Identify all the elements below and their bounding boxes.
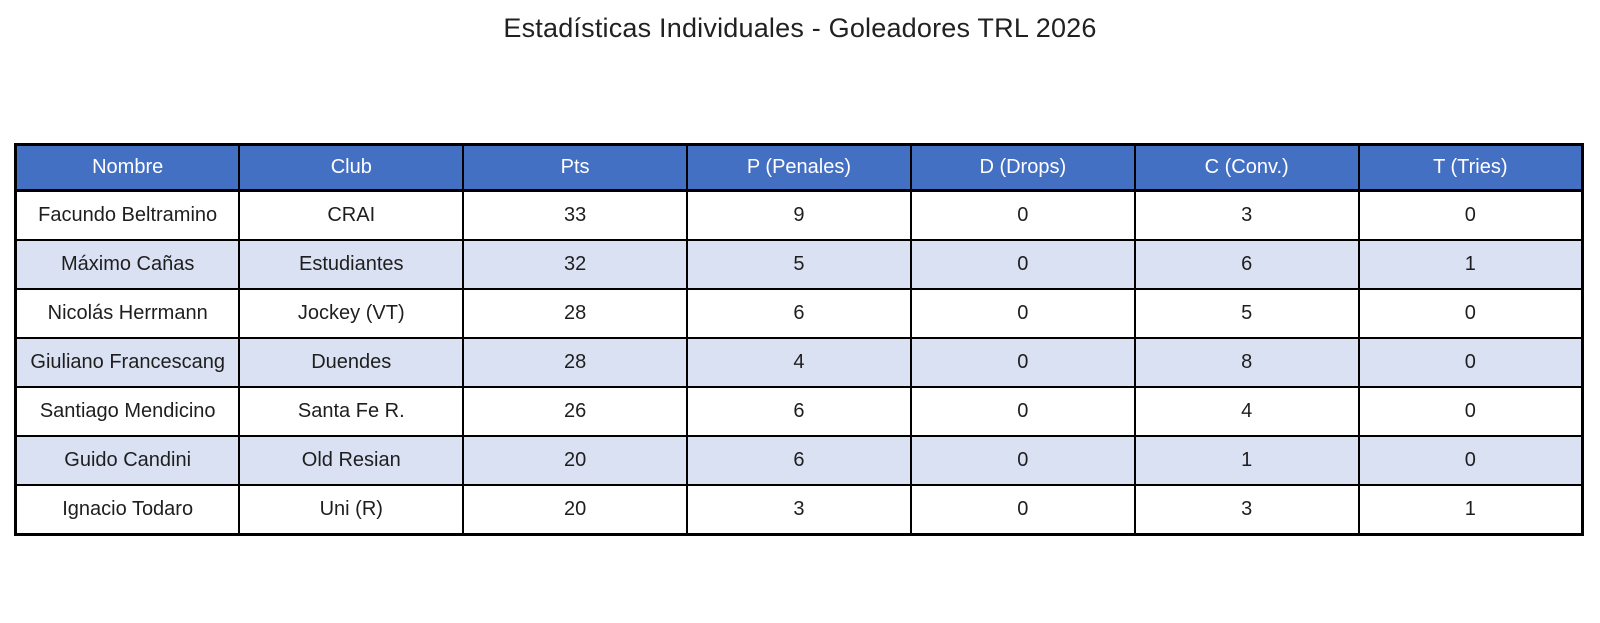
cell-conv: 4 xyxy=(1133,386,1360,437)
cell-conv: 1 xyxy=(1133,435,1360,486)
cell-club: Uni (R) xyxy=(238,484,465,536)
cell-club: CRAI xyxy=(238,189,465,241)
cell-club: Jockey (VT) xyxy=(238,288,465,339)
cell-tries: 0 xyxy=(1357,337,1584,388)
cell-nombre: Ignacio Todaro xyxy=(14,484,241,536)
cell-penales: 4 xyxy=(686,337,912,388)
cell-conv: 5 xyxy=(1133,288,1360,339)
header-cell-tries: T (Tries) xyxy=(1357,143,1584,192)
cell-conv: 8 xyxy=(1133,337,1360,388)
cell-tries: 1 xyxy=(1357,484,1584,536)
cell-pts: 28 xyxy=(462,288,689,339)
cell-pts: 20 xyxy=(462,484,689,536)
cell-drops: 0 xyxy=(909,288,1136,339)
header-cell-nombre: Nombre xyxy=(14,143,241,192)
cell-pts: 26 xyxy=(462,386,689,437)
cell-club: Estudiantes xyxy=(238,239,465,290)
cell-tries: 0 xyxy=(1357,435,1584,486)
cell-penales: 6 xyxy=(686,435,912,486)
cell-nombre: Santiago Mendicino xyxy=(14,386,241,437)
cell-nombre: Nicolás Herrmann xyxy=(14,288,241,339)
table-row: Guido Candini Old Resian 20 6 0 1 0 xyxy=(14,435,1584,486)
cell-nombre: Giuliano Francescang xyxy=(14,337,241,388)
cell-pts: 32 xyxy=(462,239,689,290)
cell-tries: 1 xyxy=(1357,239,1584,290)
cell-pts: 28 xyxy=(462,337,689,388)
cell-nombre: Facundo Beltramino xyxy=(14,189,241,241)
cell-tries: 0 xyxy=(1357,288,1584,339)
table-row: Facundo Beltramino CRAI 33 9 0 3 0 xyxy=(14,189,1584,241)
cell-club: Old Resian xyxy=(238,435,465,486)
cell-penales: 5 xyxy=(686,239,912,290)
header-cell-pts: Pts xyxy=(462,143,689,192)
cell-drops: 0 xyxy=(909,435,1136,486)
table-row: Ignacio Todaro Uni (R) 20 3 0 3 1 xyxy=(14,484,1584,536)
page-title: Estadísticas Individuales - Goleadores T… xyxy=(503,13,1097,43)
header-cell-club: Club xyxy=(238,143,465,192)
cell-pts: 33 xyxy=(462,189,689,241)
cell-penales: 9 xyxy=(686,189,912,241)
goleadores-table: Nombre Club Pts P (Penales) D (Drops) C … xyxy=(14,143,1584,536)
cell-drops: 0 xyxy=(909,386,1136,437)
cell-nombre: Máximo Cañas xyxy=(14,239,241,290)
cell-drops: 0 xyxy=(909,484,1136,536)
cell-tries: 0 xyxy=(1357,189,1584,241)
header-cell-penales: P (Penales) xyxy=(686,143,912,192)
cell-club: Santa Fe R. xyxy=(238,386,465,437)
cell-penales: 6 xyxy=(686,288,912,339)
cell-tries: 0 xyxy=(1357,386,1584,437)
header-row: Nombre Club Pts P (Penales) D (Drops) C … xyxy=(14,143,1584,192)
cell-conv: 3 xyxy=(1133,189,1360,241)
cell-conv: 3 xyxy=(1133,484,1360,536)
cell-club: Duendes xyxy=(238,337,465,388)
cell-pts: 20 xyxy=(462,435,689,486)
cell-penales: 3 xyxy=(686,484,912,536)
cell-conv: 6 xyxy=(1133,239,1360,290)
table-row: Nicolás Herrmann Jockey (VT) 28 6 0 5 0 xyxy=(14,288,1584,339)
header-cell-conv: C (Conv.) xyxy=(1133,143,1360,192)
header-cell-drops: D (Drops) xyxy=(909,143,1136,192)
cell-nombre: Guido Candini xyxy=(14,435,241,486)
table-row: Giuliano Francescang Duendes 28 4 0 8 0 xyxy=(14,337,1584,388)
table-row: Santiago Mendicino Santa Fe R. 26 6 0 4 … xyxy=(14,386,1584,437)
table-row: Máximo Cañas Estudiantes 32 5 0 6 1 xyxy=(14,239,1584,290)
cell-drops: 0 xyxy=(909,337,1136,388)
cell-penales: 6 xyxy=(686,386,912,437)
cell-drops: 0 xyxy=(909,189,1136,241)
cell-drops: 0 xyxy=(909,239,1136,290)
